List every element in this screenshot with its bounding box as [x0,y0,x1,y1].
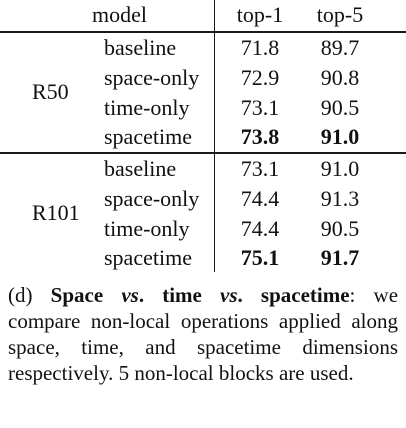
row-top1: 73.1 [240,156,280,181]
row-top5: 91.3 [320,186,360,211]
results-table: model top-1 top-5 R50 baseline 71.8 89.7… [0,0,406,272]
row-top1-best: 73.8 [240,124,280,149]
caption-body: : we compare non-local operations applie… [8,283,399,385]
header-top5: top-5 [316,2,364,27]
row-variant: space-only [104,65,200,90]
row-top5: 90.5 [320,216,360,241]
row-variant: spacetime [104,245,192,270]
caption-vs-1: vs [121,283,139,307]
caption-title: Space vs. time vs. spacetime [51,283,350,307]
caption-title-time: . time [138,283,202,307]
caption-vs-2: vs [220,283,238,307]
caption-title-spacetime: . spacetime [237,283,350,307]
row-variant: spacetime [104,124,192,149]
row-top5: 91.0 [320,156,360,181]
row-top1-best: 75.1 [240,245,280,270]
column-divider [214,0,216,272]
header-rule [0,31,406,33]
row-top5-best: 91.0 [320,124,360,149]
caption-title-space: Space [50,283,104,307]
row-variant: time-only [104,216,190,241]
row-top1: 73.1 [240,95,280,120]
table-caption: (d) Space vs. time vs. spacetime: we com… [8,282,398,386]
row-top1: 74.4 [240,186,280,211]
group-label-r101: R101 [32,200,80,225]
row-variant: time-only [104,95,190,120]
group-label-r50: R50 [32,79,69,104]
header-top1: top-1 [236,2,284,27]
row-top5-best: 91.7 [320,245,360,270]
caption-label: (d) [8,283,33,307]
header-model: model [92,2,147,27]
row-top5: 90.8 [320,65,360,90]
row-top1: 71.8 [240,35,280,60]
row-top1: 72.9 [240,65,280,90]
group-rule [0,152,406,154]
row-top5: 89.7 [320,35,360,60]
row-variant: baseline [104,156,177,181]
row-top5: 90.5 [320,95,360,120]
row-top1: 74.4 [240,216,280,241]
row-variant: baseline [104,35,177,60]
row-variant: space-only [104,186,200,211]
